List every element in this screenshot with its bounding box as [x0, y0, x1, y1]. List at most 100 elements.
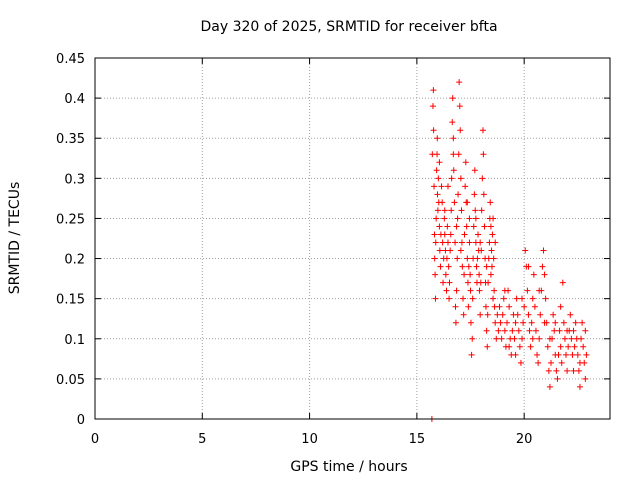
data-point	[488, 247, 495, 254]
data-point	[513, 295, 520, 302]
data-point	[457, 247, 464, 254]
data-point	[480, 151, 487, 158]
data-point	[442, 271, 449, 278]
data-point	[557, 343, 564, 350]
data-point	[432, 239, 439, 246]
data-point	[436, 159, 443, 166]
y-tick-label: 0	[77, 413, 85, 428]
data-point	[516, 343, 523, 350]
data-point	[473, 263, 480, 270]
data-point	[444, 239, 451, 246]
data-point	[432, 271, 439, 278]
data-point	[499, 311, 506, 318]
data-point	[478, 207, 485, 214]
data-point	[479, 127, 486, 134]
data-point	[536, 287, 543, 294]
data-point	[575, 367, 582, 374]
axis-ticks: 0 0.05 0.1 0.15 0.2 0.25 0.3 0.35 0.4 0.45 0 5 10 15 2…	[56, 52, 610, 447]
data-point	[564, 327, 571, 334]
data-point	[528, 319, 535, 326]
data-point	[512, 319, 519, 326]
data-point	[519, 295, 526, 302]
data-point	[430, 87, 437, 94]
data-point	[582, 375, 589, 382]
y-tick-label: 0.3	[64, 172, 85, 187]
data-point	[529, 335, 536, 342]
data-point	[552, 319, 559, 326]
x-axis-label: GPS time / hours	[290, 459, 407, 475]
data-point	[460, 295, 467, 302]
data-point	[540, 247, 547, 254]
data-point	[487, 199, 494, 206]
data-point	[501, 327, 508, 334]
data-point	[434, 135, 441, 142]
data-point	[491, 287, 498, 294]
data-point	[506, 343, 513, 350]
data-point	[524, 287, 531, 294]
data-point	[467, 319, 474, 326]
y-tick-label: 0.45	[56, 52, 85, 67]
data-point	[454, 215, 461, 222]
data-point	[574, 351, 581, 358]
data-point	[535, 359, 542, 366]
data-point	[447, 231, 454, 238]
data-point	[546, 335, 553, 342]
data-point	[583, 351, 590, 358]
data-point	[475, 231, 482, 238]
data-point	[483, 327, 490, 334]
data-point	[561, 335, 568, 342]
data-point	[445, 263, 452, 270]
data-point	[525, 263, 532, 270]
data-point	[498, 335, 505, 342]
data-point	[495, 327, 502, 334]
data-point	[456, 79, 463, 86]
data-point	[441, 215, 448, 222]
data-point	[482, 303, 489, 310]
data-point	[512, 351, 519, 358]
data-point	[468, 351, 475, 358]
data-point	[520, 319, 527, 326]
data-point	[457, 127, 464, 134]
data-point	[555, 351, 562, 358]
data-point	[457, 175, 464, 182]
data-point	[484, 311, 491, 318]
data-point	[431, 183, 438, 190]
data-point	[536, 335, 543, 342]
data-point	[469, 335, 476, 342]
data-point	[579, 319, 586, 326]
data-point	[443, 255, 450, 262]
data-point	[576, 383, 583, 390]
data-point	[526, 327, 533, 334]
data-point	[448, 175, 455, 182]
data-point	[554, 375, 561, 382]
data-point	[486, 239, 493, 246]
data-point	[438, 183, 445, 190]
data-point	[497, 319, 504, 326]
data-point	[434, 191, 441, 198]
data-point	[469, 295, 476, 302]
data-point	[483, 263, 490, 270]
data-point	[506, 303, 513, 310]
data-point	[466, 215, 473, 222]
data-point	[509, 327, 516, 334]
data-point	[522, 247, 529, 254]
data-point	[511, 335, 518, 342]
data-point	[450, 167, 457, 174]
data-point	[514, 311, 521, 318]
data-point	[436, 223, 443, 230]
data-point	[450, 135, 457, 142]
data-point	[447, 247, 454, 254]
data-point	[531, 303, 538, 310]
data-point	[450, 151, 457, 158]
data-point	[465, 263, 472, 270]
data-point	[580, 343, 587, 350]
data-point	[530, 271, 537, 278]
data-point	[444, 183, 451, 190]
data-point	[431, 231, 438, 238]
data-point	[479, 175, 486, 182]
data-point	[567, 311, 574, 318]
data-point	[436, 247, 443, 254]
data-point	[481, 223, 488, 230]
data-point	[480, 191, 487, 198]
